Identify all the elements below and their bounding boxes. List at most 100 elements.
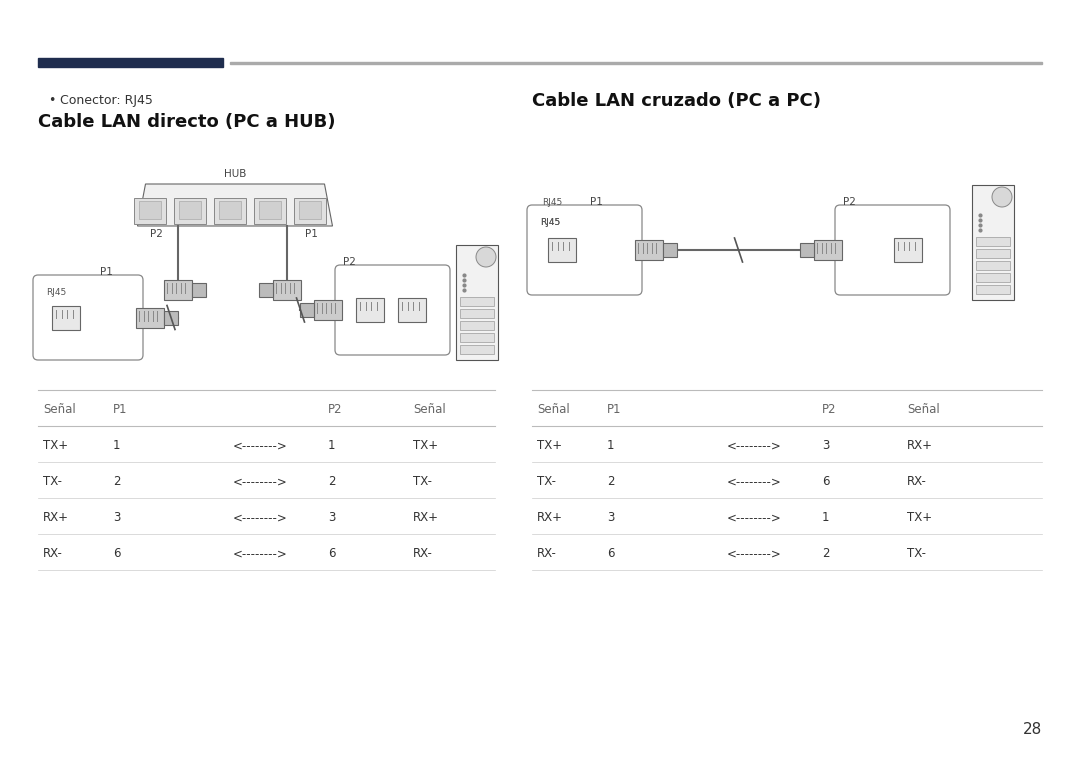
Bar — [139, 201, 161, 219]
Circle shape — [476, 247, 496, 267]
Text: 2: 2 — [328, 475, 336, 488]
Bar — [800, 243, 814, 257]
Bar — [663, 243, 677, 257]
Text: P2: P2 — [150, 229, 163, 239]
Text: 6: 6 — [822, 475, 829, 488]
Text: 6: 6 — [607, 547, 615, 560]
Text: RX+: RX+ — [43, 511, 69, 524]
Text: P2: P2 — [843, 197, 855, 207]
Bar — [456, 245, 498, 360]
Bar — [254, 198, 286, 224]
Text: 1: 1 — [822, 511, 829, 524]
Bar — [460, 345, 494, 354]
Text: <-------->: <--------> — [233, 511, 287, 524]
Text: RX+: RX+ — [537, 511, 563, 524]
Text: RX-: RX- — [43, 547, 63, 560]
Bar — [894, 238, 922, 262]
Circle shape — [993, 187, 1012, 207]
Bar — [460, 333, 494, 342]
Text: 1: 1 — [607, 439, 615, 452]
Text: TX-: TX- — [43, 475, 62, 488]
Text: RX+: RX+ — [413, 511, 438, 524]
Bar — [164, 311, 178, 324]
Text: P1: P1 — [607, 404, 621, 417]
Bar — [259, 283, 273, 297]
Text: RJ45: RJ45 — [46, 288, 66, 297]
Text: TX+: TX+ — [537, 439, 562, 452]
Bar — [399, 298, 426, 322]
Bar — [52, 305, 80, 330]
Bar — [38, 58, 222, 67]
Text: TX+: TX+ — [907, 511, 932, 524]
Text: P1: P1 — [100, 267, 113, 277]
Text: Cable LAN directo (PC a HUB): Cable LAN directo (PC a HUB) — [38, 113, 336, 131]
Text: Señal: Señal — [907, 404, 940, 417]
Text: RJ45: RJ45 — [540, 218, 561, 227]
Bar — [294, 198, 326, 224]
Bar — [976, 273, 1010, 282]
Bar — [356, 298, 384, 322]
Text: TX+: TX+ — [413, 439, 438, 452]
Bar — [814, 240, 842, 260]
Text: P1: P1 — [113, 404, 127, 417]
Text: TX+: TX+ — [43, 439, 68, 452]
Text: 3: 3 — [328, 511, 336, 524]
Bar — [219, 201, 241, 219]
Text: 2: 2 — [607, 475, 615, 488]
Text: Cable LAN cruzado (PC a PC): Cable LAN cruzado (PC a PC) — [532, 92, 821, 110]
Text: P2: P2 — [822, 404, 837, 417]
Text: 2: 2 — [113, 475, 121, 488]
Text: RX+: RX+ — [907, 439, 933, 452]
Bar — [174, 198, 206, 224]
FancyBboxPatch shape — [335, 265, 450, 355]
Text: RX-: RX- — [413, 547, 433, 560]
Text: 28: 28 — [1023, 723, 1042, 738]
Bar — [136, 307, 164, 327]
Text: TX-: TX- — [413, 475, 432, 488]
Bar — [300, 303, 314, 317]
Bar — [273, 280, 301, 300]
Text: RX-: RX- — [537, 547, 557, 560]
Bar — [976, 249, 1010, 258]
Text: P1: P1 — [305, 229, 318, 239]
Text: •: • — [48, 94, 55, 107]
Text: RJ45: RJ45 — [540, 218, 561, 227]
Text: Señal: Señal — [537, 404, 570, 417]
Bar — [972, 185, 1014, 300]
Bar — [635, 240, 663, 260]
Bar — [192, 283, 206, 297]
Text: 3: 3 — [822, 439, 829, 452]
Text: Conector: RJ45: Conector: RJ45 — [60, 94, 153, 107]
Text: 1: 1 — [328, 439, 336, 452]
Bar — [259, 201, 281, 219]
Text: 6: 6 — [113, 547, 121, 560]
FancyBboxPatch shape — [33, 275, 143, 360]
Bar — [460, 309, 494, 318]
Bar — [548, 238, 576, 262]
Text: <-------->: <--------> — [727, 475, 782, 488]
Text: <-------->: <--------> — [233, 439, 287, 452]
Text: P2: P2 — [343, 257, 356, 267]
FancyBboxPatch shape — [835, 205, 950, 295]
Bar — [460, 297, 494, 306]
Text: TX-: TX- — [907, 547, 926, 560]
Bar — [134, 198, 166, 224]
Bar — [230, 62, 1042, 64]
FancyBboxPatch shape — [527, 205, 642, 295]
Bar — [976, 237, 1010, 246]
Text: P2: P2 — [328, 404, 342, 417]
Text: <-------->: <--------> — [233, 475, 287, 488]
Text: P1: P1 — [590, 197, 603, 207]
Bar — [164, 280, 192, 300]
Text: <-------->: <--------> — [727, 547, 782, 560]
Bar — [460, 321, 494, 330]
Text: RX-: RX- — [907, 475, 927, 488]
Text: 3: 3 — [607, 511, 615, 524]
Text: Señal: Señal — [43, 404, 76, 417]
Text: RJ45: RJ45 — [542, 198, 563, 207]
Bar — [976, 261, 1010, 270]
Bar — [299, 201, 321, 219]
Text: HUB: HUB — [224, 169, 246, 179]
Text: 3: 3 — [113, 511, 120, 524]
Text: <-------->: <--------> — [727, 439, 782, 452]
